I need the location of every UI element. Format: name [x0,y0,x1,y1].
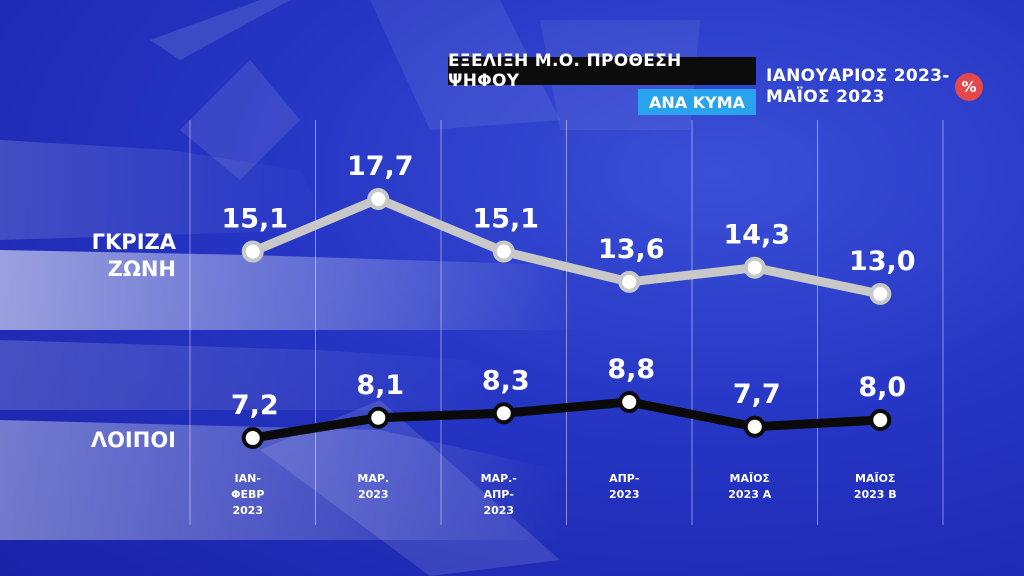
period-line-2: ΜΑΪΟΣ 2023 [766,87,885,107]
data-label: 8,3 [482,365,530,396]
category-label: 2023 [232,504,263,517]
percent-badge: % [955,73,983,101]
data-point [241,427,264,449]
data-point [618,270,641,293]
data-point [367,188,390,210]
data-label: 15,1 [221,204,288,235]
period-label: ΙΑΝΟΥΑΡΙΟΣ 2023- ΜΑΪΟΣ 2023 [766,66,950,108]
category-label: ΙΑΝ- [235,472,261,485]
data-label: 8,1 [356,370,404,401]
data-label: 15,1 [472,204,539,235]
category-label: 2023 [483,504,514,517]
category-label: ΦΕΒΡ [231,488,264,501]
data-label: 8,0 [858,372,906,403]
series-label-grey-zone: ΓΚΡΙΖΑ ΖΩΝΗ [80,229,176,283]
category-label: 2023 Β [854,488,897,501]
data-label: 13,0 [849,246,916,277]
category-label: ΜΑΡ. [357,472,389,485]
category-label: ΜΑΪΟΣ [855,471,895,485]
category-label: 2023 [609,488,640,501]
data-label: 8,8 [607,354,655,385]
category-label: ΜΑΪΟΣ [730,471,770,485]
data-point [743,415,766,438]
category-label: ΜΑΡ.- [481,472,517,485]
category-label: 2023 [358,488,389,501]
data-point [869,409,892,431]
data-label: 7,2 [231,390,279,421]
chart-title: ΕΞΕΛΙΞΗ Μ.Ο. ΠΡΟΘΕΣΗ ΨΗΦΟΥ [448,51,756,91]
series-label-line: ΛΟΙΠΟΙ [90,428,176,452]
chart-subtitle: ΑΝΑ ΚΥΜΑ [638,89,756,115]
data-point [367,406,390,429]
data-label: 13,6 [598,234,665,265]
series-line [248,397,885,443]
series-label-line: ΖΩΝΗ [107,257,176,281]
data-point [618,391,641,413]
data-label: 14,3 [723,220,790,251]
category-label: ΑΠΡ- [609,472,639,485]
series-label-line: ΓΚΡΙΖΑ [91,230,176,254]
data-point [743,256,766,279]
category-label: ΑΠΡ- [484,488,514,501]
series-line [248,194,885,299]
period-line-1: ΙΑΝΟΥΑΡΙΟΣ 2023- [766,66,950,86]
data-point [492,402,515,425]
data-label: 17,7 [347,151,414,182]
data-label: 7,7 [733,379,781,410]
data-point [492,240,515,263]
series-label-others: ΛΟΙΠΟΙ [80,427,176,454]
data-point [241,240,264,263]
category-label: 2023 Α [728,488,771,501]
data-point [869,283,892,305]
